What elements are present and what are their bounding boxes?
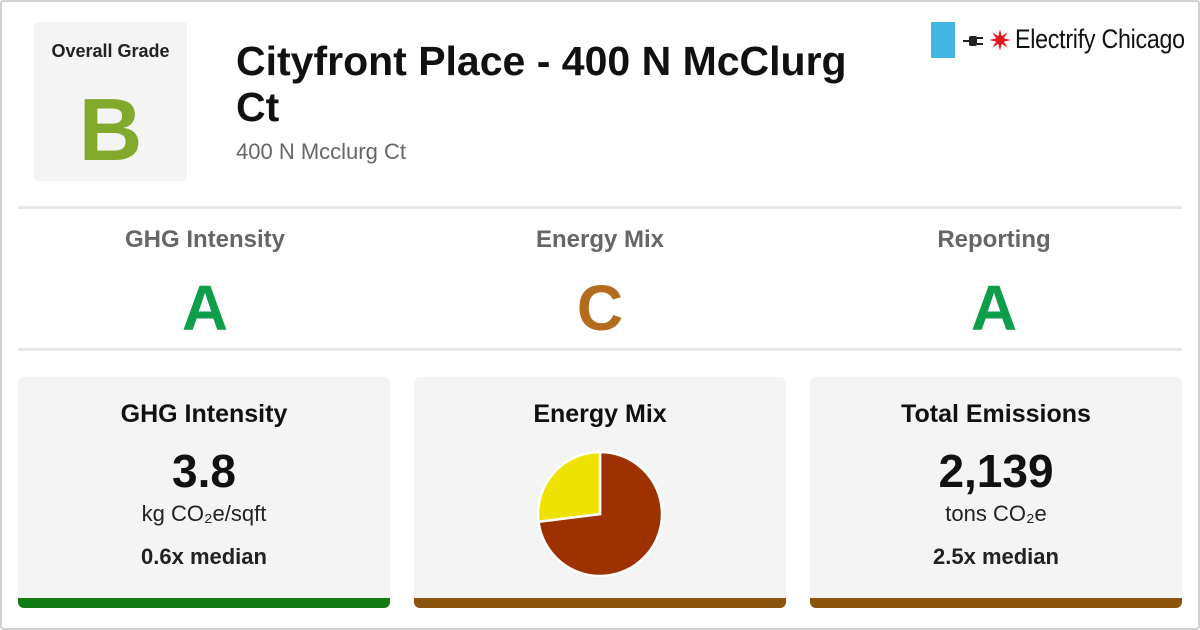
overall-grade-box: Overall Grade B	[34, 22, 187, 181]
emissions-card-title: Total Emissions	[901, 400, 1091, 428]
divider-top	[18, 206, 1182, 209]
subgrade-reporting: Reporting A	[799, 226, 1189, 340]
emissions-card-median: 2.5x median	[933, 544, 1059, 569]
red-star-icon	[989, 29, 1011, 51]
total-emissions-card: Total Emissions 2,139 tons CO₂e 2.5x med…	[810, 377, 1182, 608]
subgrade-ghg: GHG Intensity A	[10, 226, 400, 340]
emissions-card-unit: tons CO₂e	[945, 501, 1047, 526]
overall-grade-label: Overall Grade	[51, 41, 170, 61]
subgrade-energy-mix-label: Energy Mix	[535, 226, 665, 253]
subgrade-energy-mix-letter: C	[576, 272, 624, 344]
emissions-card-status-bar	[810, 598, 1182, 608]
subgrade-reporting-letter: A	[970, 272, 1018, 344]
ghg-card-value: 3.8	[172, 445, 236, 497]
ghg-card-status-bar	[18, 598, 390, 608]
chicago-flag-icon	[931, 22, 955, 58]
electrify-chicago-logo[interactable]: Electrify Chicago	[931, 22, 1185, 62]
building-title: Cityfront Place - 400 N McClurg Ct	[236, 38, 847, 130]
subgrade-reporting-label: Reporting	[937, 226, 1051, 253]
emissions-card-value: 2,139	[938, 445, 1054, 497]
subgrade-ghg-label: GHG Intensity	[124, 226, 286, 253]
energy-mix-pie-chart	[536, 450, 664, 578]
energy-mix-card-status-bar	[414, 598, 786, 608]
ghg-intensity-card: GHG Intensity 3.8 kg CO₂e/sqft 0.6x medi…	[18, 377, 390, 608]
ghg-card-median: 0.6x median	[141, 544, 267, 569]
overall-grade-letter: B	[78, 80, 143, 179]
logo-text: Electrify Chicago	[1015, 24, 1185, 54]
energy-mix-card-title: Energy Mix	[533, 400, 667, 428]
subgrade-energy-mix: Energy Mix C	[405, 226, 795, 340]
building-address: 400 N Mcclurg Ct	[236, 139, 406, 164]
plug-icon	[963, 36, 983, 46]
subgrade-ghg-letter: A	[181, 272, 229, 344]
ghg-card-unit: kg CO₂e/sqft	[141, 501, 267, 526]
energy-mix-card: Energy Mix	[414, 377, 786, 608]
pie-slice-1	[536, 450, 602, 524]
divider-middle	[18, 348, 1182, 351]
ghg-card-title: GHG Intensity	[120, 400, 288, 428]
